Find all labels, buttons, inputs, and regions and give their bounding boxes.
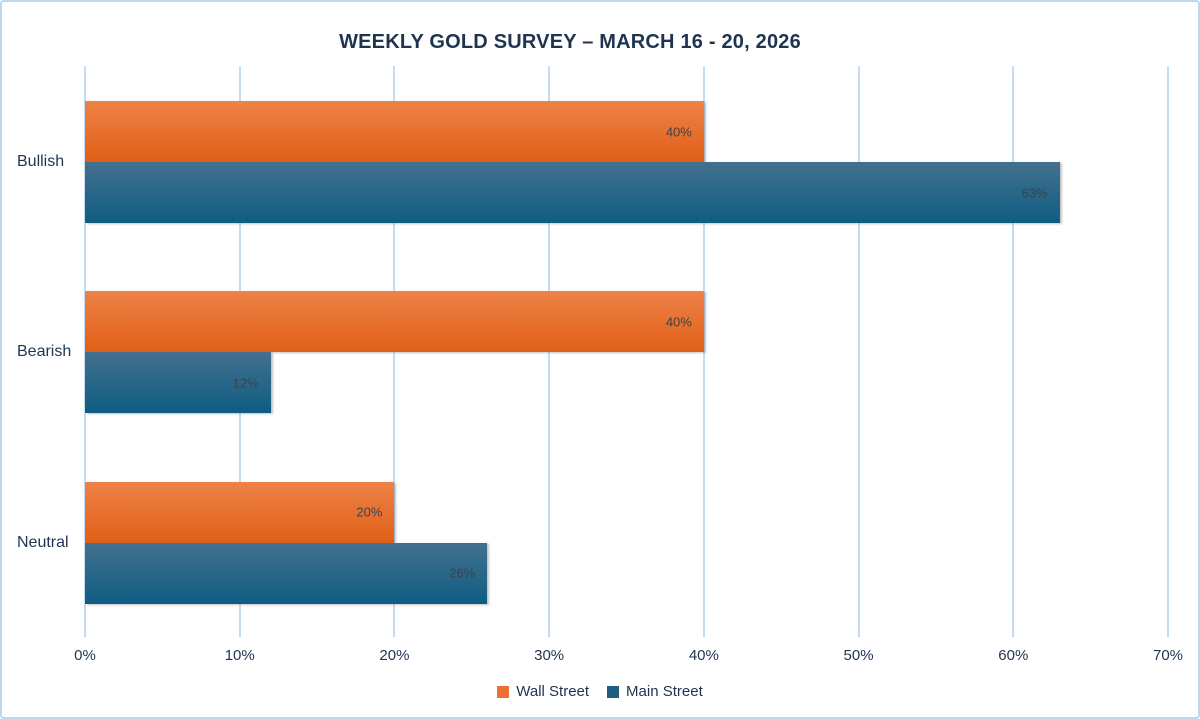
gridline (857, 66, 860, 637)
gridline (702, 66, 705, 637)
category-label-neutral: Neutral (17, 533, 69, 551)
plot-area: 40% 63% 40% 12% 20% 26% (84, 66, 1169, 637)
x-axis-tick-label: 0% (74, 647, 96, 664)
bar-value-label: 26% (449, 565, 476, 581)
legend-label: Wall Street (516, 683, 590, 700)
legend-swatch-icon (497, 685, 510, 698)
category-label-bullish: Bullish (17, 153, 65, 170)
x-axis-tick-label: 60% (998, 647, 1029, 664)
bar-value-label: 40% (665, 314, 692, 330)
x-axis-tick-label: 70% (1152, 647, 1184, 664)
legend-item-main-street: Main Street (607, 683, 703, 700)
legend: Wall Street Main Street (2, 683, 1198, 700)
x-axis-tick-label: 20% (379, 647, 410, 664)
x-axis-tick-label: 30% (534, 647, 565, 664)
legend-swatch-icon (607, 685, 620, 698)
x-axis-tick-label: 50% (843, 647, 874, 664)
bar-value-label: 63% (1021, 185, 1048, 200)
legend-item-wall-street: Wall Street (497, 683, 589, 700)
gridline (1167, 66, 1169, 637)
bar-value-label: 20% (356, 504, 383, 520)
chart-title: WEEKLY GOLD SURVEY – MARCH 16 - 20, 2026 (339, 31, 801, 53)
bar-wall-street-neutral: 20% (85, 481, 395, 543)
category-label-bearish: Bearish (17, 343, 72, 361)
bar-main-street-neutral: 26% (85, 542, 488, 604)
legend-label: Main Street (626, 683, 703, 700)
bar-value-label: 12% (232, 375, 259, 391)
gridline (1012, 66, 1015, 637)
x-axis-tick-label: 10% (224, 647, 255, 664)
bar-wall-street-bearish: 40% (85, 291, 704, 353)
bar-value-label: 40% (665, 124, 692, 139)
bar-main-street-bullish: 63% (85, 162, 1060, 223)
bar-main-street-bearish: 12% (85, 352, 271, 414)
bar-wall-street-bullish: 40% (85, 101, 704, 162)
x-axis-tick-label: 40% (688, 647, 719, 664)
